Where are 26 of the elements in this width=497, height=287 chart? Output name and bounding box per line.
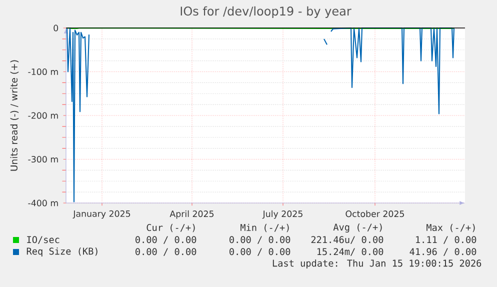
y-axis-title: Units read (-) / write (+) [10,60,19,171]
text: Min (-/+) [240,224,289,232]
y-tick-label: -200 m [28,112,58,119]
text: Avg (-/+) [333,223,382,233]
text: 0.00 / 0.00 [230,236,290,244]
text: 0.00 / 0.00 [136,236,196,244]
text: Cur (-/+) [146,224,195,232]
y-tick-label: -100 m [28,68,58,76]
text: 41.96 / 0.00 [410,248,476,256]
x-tick-label: October 2025 [346,210,404,218]
text: 0.00 / 0.00 [230,248,290,256]
text: 15.24m/ 0.00 [317,248,384,256]
text: Last update: Thu Jan 15 19:00:15 2026 [272,259,482,269]
y-tick-label: 0 [54,24,58,32]
y-tick-label: -400 m [28,200,58,206]
text: Max (-/+) [426,224,475,232]
text: 0.00 / 0.00 [136,248,196,256]
legend-label: IO/sec [27,236,60,244]
x-tick-label: April 2025 [170,210,214,219]
x-tick-label: January 2025 [72,210,130,219]
x-tick-label: July 2025 [262,210,302,219]
text: 1.11 / 0.00 [416,236,476,244]
y-tick-label: -300 m [28,156,58,163]
text: 221.46u/ 0.00 [311,236,384,244]
chart-title: IOs for /dev/loop19 - by year [180,6,352,18]
legend-label: Req Size (KB) [26,247,98,257]
